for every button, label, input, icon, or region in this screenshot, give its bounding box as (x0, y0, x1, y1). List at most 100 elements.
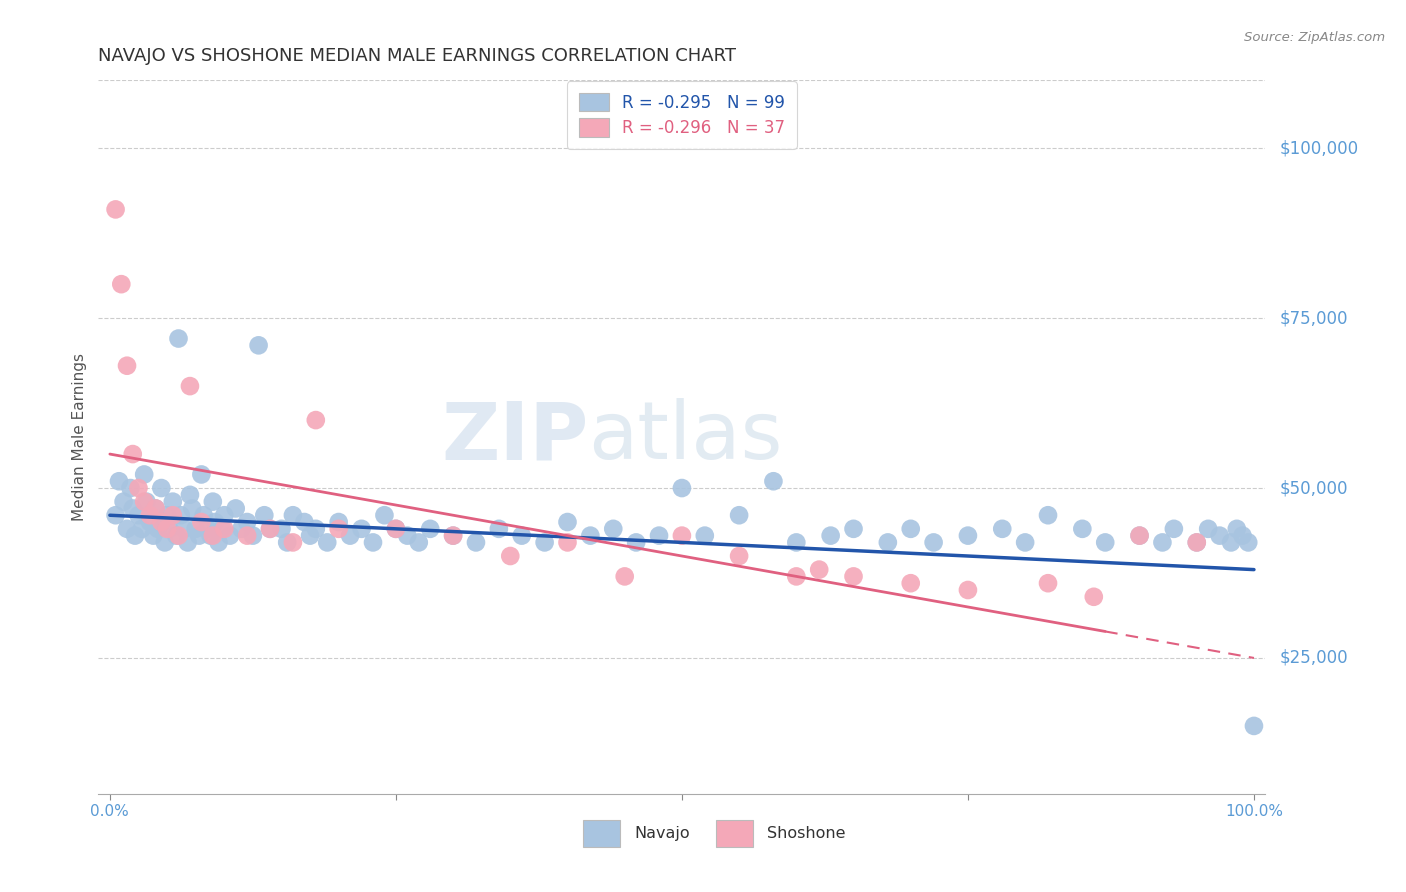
Point (190, 515, 212, 529)
Point (671, 528, 693, 542)
Point (179, 488, 201, 502)
Point (1226, 522, 1249, 536)
Point (1232, 528, 1254, 542)
Legend: R = -0.295   N = 99, R = -0.296   N = 37: R = -0.295 N = 99, R = -0.296 N = 37 (567, 81, 797, 149)
Point (127, 481, 149, 495)
Point (305, 413, 328, 427)
Point (139, 508, 162, 523)
Point (499, 549, 522, 563)
Point (648, 528, 671, 542)
Point (124, 528, 146, 542)
Text: Source: ZipAtlas.com: Source: ZipAtlas.com (1244, 31, 1385, 45)
Point (728, 508, 751, 523)
Point (419, 522, 441, 536)
Point (167, 528, 190, 542)
Point (121, 501, 143, 516)
Y-axis label: Median Male Earnings: Median Male Earnings (72, 353, 87, 521)
Text: atlas: atlas (589, 398, 783, 476)
Point (408, 535, 430, 549)
Point (465, 535, 488, 549)
Point (876, 535, 898, 549)
Text: Navajo: Navajo (634, 826, 690, 841)
Point (162, 494, 184, 508)
Point (281, 508, 304, 523)
Point (167, 332, 190, 346)
Point (112, 494, 135, 508)
Point (190, 467, 212, 482)
Point (153, 535, 176, 549)
Point (115, 359, 138, 373)
Point (557, 515, 579, 529)
Text: $75,000: $75,000 (1279, 310, 1348, 327)
Point (242, 528, 264, 542)
Point (179, 379, 201, 393)
Point (173, 522, 195, 536)
FancyBboxPatch shape (716, 821, 754, 847)
Point (1243, 719, 1265, 733)
Point (1237, 535, 1260, 549)
Point (134, 494, 156, 508)
Point (201, 528, 224, 542)
Point (1185, 535, 1208, 549)
Point (693, 528, 716, 542)
Point (188, 528, 211, 542)
Point (225, 501, 247, 516)
Point (385, 522, 408, 536)
Point (156, 508, 179, 523)
Point (1220, 535, 1243, 549)
Point (184, 522, 207, 536)
Point (1014, 535, 1036, 549)
Point (292, 515, 315, 529)
Point (219, 528, 242, 542)
Point (557, 535, 579, 549)
Point (316, 535, 339, 549)
Point (214, 508, 236, 523)
Text: $100,000: $100,000 (1279, 139, 1358, 157)
Point (139, 515, 162, 529)
Point (624, 535, 647, 549)
Point (728, 549, 751, 563)
Point (1128, 528, 1150, 542)
Point (145, 501, 167, 516)
Point (135, 494, 157, 508)
Point (762, 475, 785, 489)
Point (350, 522, 373, 536)
Point (207, 535, 229, 549)
Text: $50,000: $50,000 (1279, 479, 1348, 497)
Point (373, 508, 395, 523)
Point (146, 522, 169, 536)
Point (579, 528, 602, 542)
Point (200, 528, 222, 542)
Point (121, 447, 143, 461)
Point (808, 563, 831, 577)
Point (110, 277, 132, 292)
Point (1185, 535, 1208, 549)
Point (900, 522, 922, 536)
Point (299, 528, 322, 542)
Point (361, 535, 384, 549)
Point (1197, 522, 1219, 536)
Point (510, 528, 533, 542)
Point (108, 475, 131, 489)
Point (201, 494, 224, 508)
Point (259, 522, 281, 536)
Point (385, 522, 408, 536)
Point (170, 508, 193, 523)
FancyBboxPatch shape (582, 821, 620, 847)
Point (396, 528, 419, 542)
Point (842, 522, 865, 536)
Point (956, 528, 979, 542)
Point (441, 528, 464, 542)
Point (1152, 535, 1174, 549)
Point (104, 202, 127, 217)
Point (165, 528, 187, 542)
Point (785, 569, 807, 583)
Point (991, 522, 1014, 536)
Point (145, 501, 167, 516)
Point (104, 508, 127, 523)
Point (270, 522, 292, 536)
Point (1071, 522, 1094, 536)
Point (195, 522, 218, 536)
Point (533, 535, 555, 549)
Point (922, 535, 945, 549)
